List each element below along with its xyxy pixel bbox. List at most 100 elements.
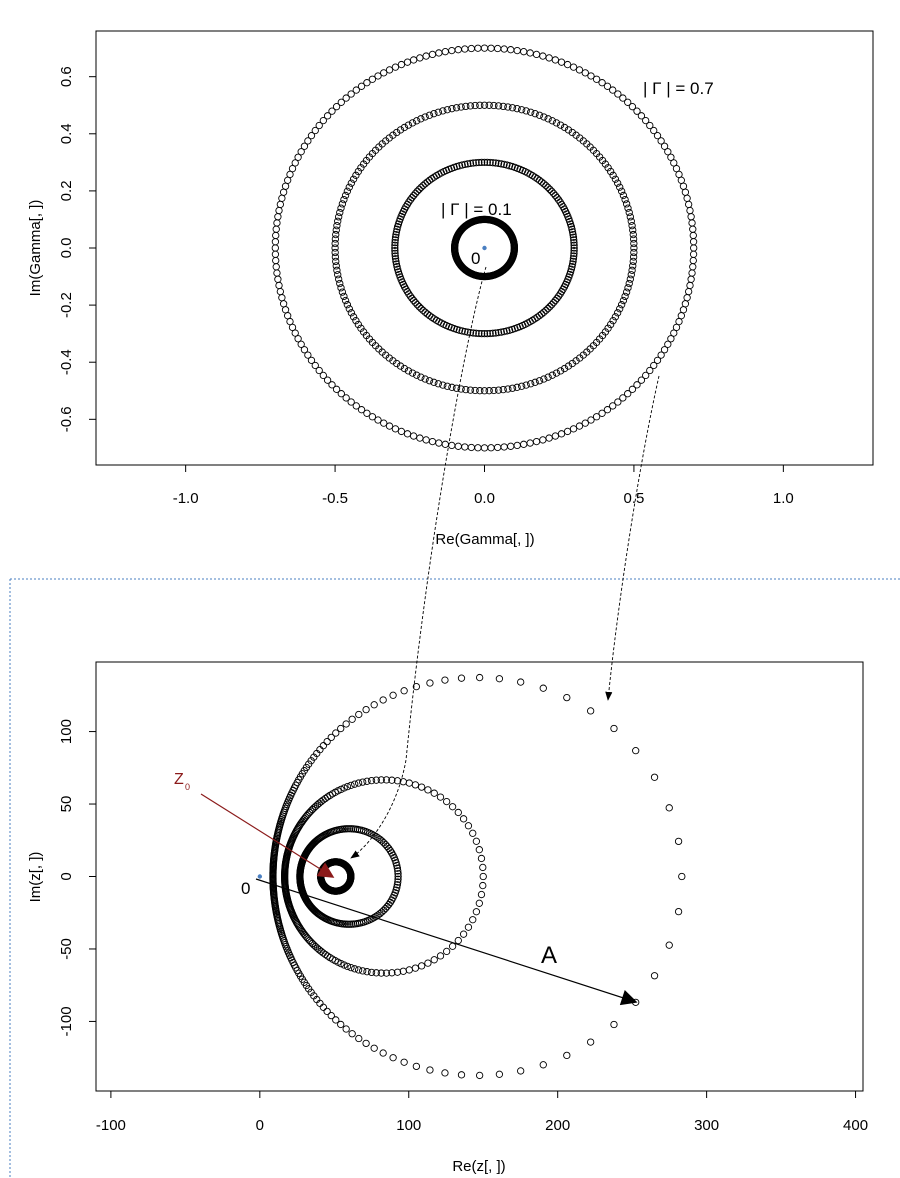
gamma-y-tick-label: 0.2 (58, 180, 75, 201)
gamma-point (391, 252, 399, 260)
gamma-point (522, 107, 530, 115)
gamma-point (461, 160, 469, 169)
impedance-point (327, 1011, 335, 1020)
gamma-point (637, 376, 646, 384)
gamma-point (569, 63, 578, 71)
gamma-point (343, 187, 352, 195)
gamma-point (466, 386, 475, 394)
impedance-point (665, 804, 673, 812)
gamma-point (493, 443, 502, 452)
gamma-point (419, 181, 427, 190)
gamma-point (613, 309, 622, 317)
gamma-point (513, 105, 521, 113)
impedance-point (563, 1051, 571, 1060)
gamma-point (513, 441, 521, 450)
gamma-point (688, 269, 696, 277)
gamma-point (660, 346, 669, 354)
gamma-point (575, 66, 584, 74)
gamma-point (415, 185, 423, 194)
impedance-point (383, 842, 391, 851)
gamma-point (568, 228, 577, 236)
gamma-x-tick-label: 1.0 (773, 490, 794, 507)
gamma-point (331, 235, 340, 243)
gamma-point (544, 373, 552, 381)
gamma-point (467, 44, 476, 53)
gamma-point (448, 105, 456, 113)
gamma-point (485, 387, 493, 395)
gamma-point (475, 158, 483, 167)
gamma-point (480, 387, 489, 395)
impedance-point (517, 678, 525, 686)
gamma-point (480, 158, 489, 166)
gamma-point (497, 160, 505, 168)
impedance-point (610, 724, 618, 733)
impedance-point (389, 691, 397, 699)
gamma-point (629, 226, 637, 234)
impedance-point (459, 815, 468, 823)
gamma-point (391, 63, 400, 71)
gamma-point (294, 335, 302, 343)
gamma-point (689, 225, 697, 233)
gamma-point (555, 292, 563, 300)
impedance-point (388, 776, 396, 784)
gamma-point (307, 132, 316, 140)
impedance-y-tick-label: 50 (58, 796, 75, 813)
gamma-point (392, 230, 400, 239)
gamma-point (563, 427, 572, 436)
gamma-point (323, 376, 332, 384)
impedance-point (400, 687, 408, 695)
gamma-point (349, 175, 358, 183)
gamma-point (556, 198, 564, 206)
gamma-point (349, 313, 358, 321)
gamma-point (391, 244, 399, 252)
impedance-point (586, 1038, 595, 1046)
impedance-point (472, 837, 481, 845)
gamma-y-tick-label: 0.0 (58, 238, 75, 259)
gamma-point (552, 369, 561, 377)
gamma-point (489, 329, 497, 337)
gamma-point (490, 101, 498, 110)
gamma-point (650, 361, 658, 370)
gamma-point (607, 167, 615, 176)
gamma-point (410, 296, 418, 305)
gamma-point (278, 294, 286, 302)
impedance-x-tick-label: 400 (843, 1117, 868, 1134)
gamma-point (354, 167, 362, 176)
gamma-point (619, 296, 628, 305)
gamma-point (629, 257, 637, 266)
gamma-point (271, 238, 280, 246)
impedance-point (344, 920, 352, 928)
gamma-point (413, 371, 421, 379)
gamma-point (363, 79, 371, 87)
gamma-point (397, 60, 406, 69)
z0-label: Z (174, 771, 184, 788)
gamma-point (539, 436, 547, 444)
gamma-point (337, 204, 345, 212)
gamma-point (458, 161, 466, 169)
gamma-point (551, 432, 560, 440)
impedance-point (495, 1070, 504, 1078)
impedance-point (539, 684, 547, 692)
gamma-point (480, 330, 489, 338)
gamma-point (409, 432, 418, 440)
gamma-point (281, 182, 290, 190)
gamma-point (423, 178, 432, 186)
impedance-point (417, 783, 426, 791)
gamma-point (611, 313, 620, 321)
impedance-point (650, 972, 659, 980)
gamma-point (272, 225, 280, 233)
gamma-point (609, 402, 617, 410)
gamma-point (500, 327, 508, 336)
gamma-point (630, 248, 638, 257)
impedance-point (347, 781, 355, 790)
impedance-point (399, 778, 407, 786)
impedance-point (372, 776, 380, 784)
gamma-point (462, 385, 470, 394)
gamma-point (681, 300, 690, 308)
gamma-point (545, 434, 553, 442)
gamma-point (352, 171, 360, 179)
gamma-point (660, 142, 669, 150)
gamma-point (461, 327, 469, 336)
gamma-point (297, 148, 305, 156)
gamma-point (417, 304, 425, 313)
